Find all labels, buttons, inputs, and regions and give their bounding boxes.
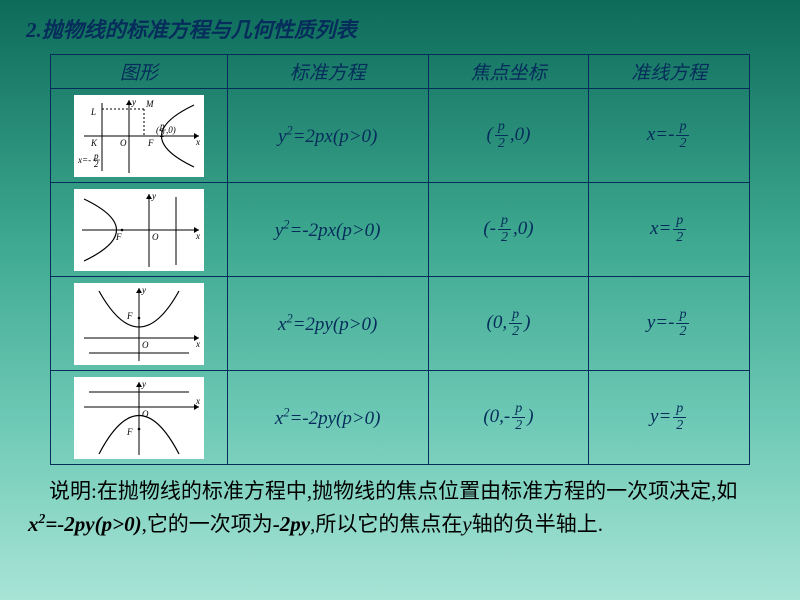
svg-text:x: x: [195, 396, 200, 406]
svg-text:F: F: [126, 427, 133, 437]
K-label: K: [90, 138, 98, 148]
header-row: 图形 标准方程 焦点坐标 准线方程: [51, 55, 750, 89]
equation-cell: y2=2px(p>0): [227, 89, 428, 183]
parabola-right-figure: y x O F L K M ( p 2 ,0) x=- p 2: [74, 95, 204, 177]
svg-text:F: F: [126, 311, 133, 321]
svg-text:O: O: [152, 232, 159, 242]
figure-cell: y x O F L K M ( p 2 ,0) x=- p 2: [51, 89, 228, 183]
svg-text:y: y: [151, 191, 156, 201]
equation-cell: x2=-2py(p>0): [227, 371, 428, 465]
x-label: x: [195, 137, 200, 147]
figure-cell: y x O F: [51, 277, 228, 371]
equation-cell: x2=2py(p>0): [227, 277, 428, 371]
header-figure: 图形: [51, 55, 228, 89]
y-label: y: [131, 97, 136, 107]
focus-cell: (0,-p2): [428, 371, 589, 465]
directrix-cell: x=-p2: [589, 89, 750, 183]
parabola-down-figure: y x O F: [74, 377, 204, 459]
svg-text:O: O: [142, 340, 149, 350]
header-directrix: 准线方程: [589, 55, 750, 89]
focus-cell: (-p2,0): [428, 183, 589, 277]
parabola-up-figure: y x O F: [74, 283, 204, 365]
figure-cell: y x O F: [51, 183, 228, 277]
parabola-left-figure: y x O F: [74, 189, 204, 271]
svg-text:2: 2: [160, 129, 165, 139]
svg-text:2: 2: [94, 159, 99, 169]
origin-label: O: [120, 138, 127, 148]
svg-text:O: O: [142, 409, 149, 419]
focus-cell: (p2,0): [428, 89, 589, 183]
directrix-cell: y=-p2: [589, 277, 750, 371]
focus-label: F: [147, 138, 154, 148]
table-row: y x O F x2=-2py(p>0) (0,-p2) y=p2: [51, 371, 750, 465]
svg-text:y: y: [141, 379, 146, 389]
table-row: y x O F L K M ( p 2 ,0) x=- p 2: [51, 89, 750, 183]
figure-cell: y x O F: [51, 371, 228, 465]
parabola-table: 图形 标准方程 焦点坐标 准线方程 y x O F L K: [50, 54, 750, 465]
table-row: y x O F x2=2py(p>0) (0,p2) y=-p2: [51, 277, 750, 371]
directrix-cell: x=p2: [589, 183, 750, 277]
equation-cell: y2=-2px(p>0): [227, 183, 428, 277]
svg-text:x: x: [195, 339, 200, 349]
header-equation: 标准方程: [227, 55, 428, 89]
M-label: M: [145, 99, 154, 109]
svg-text:,0): ,0): [166, 125, 176, 135]
svg-text:x=-: x=-: [77, 155, 91, 165]
directrix-cell: y=p2: [589, 371, 750, 465]
focus-cell: (0,p2): [428, 277, 589, 371]
L-label: L: [90, 107, 96, 117]
svg-text:F: F: [115, 232, 122, 242]
svg-text:x: x: [195, 231, 200, 241]
header-focus: 焦点坐标: [428, 55, 589, 89]
page-title: 2.抛物线的标准方程与几何性质列表: [22, 14, 778, 44]
svg-text:y: y: [141, 285, 146, 295]
explanation-note: 说明:在抛物线的标准方程中,抛物线的焦点位置由标准方程的一次项决定,如x2=-2…: [22, 475, 778, 540]
table-row: y x O F y2=-2px(p>0) (-p2,0) x=p2: [51, 183, 750, 277]
